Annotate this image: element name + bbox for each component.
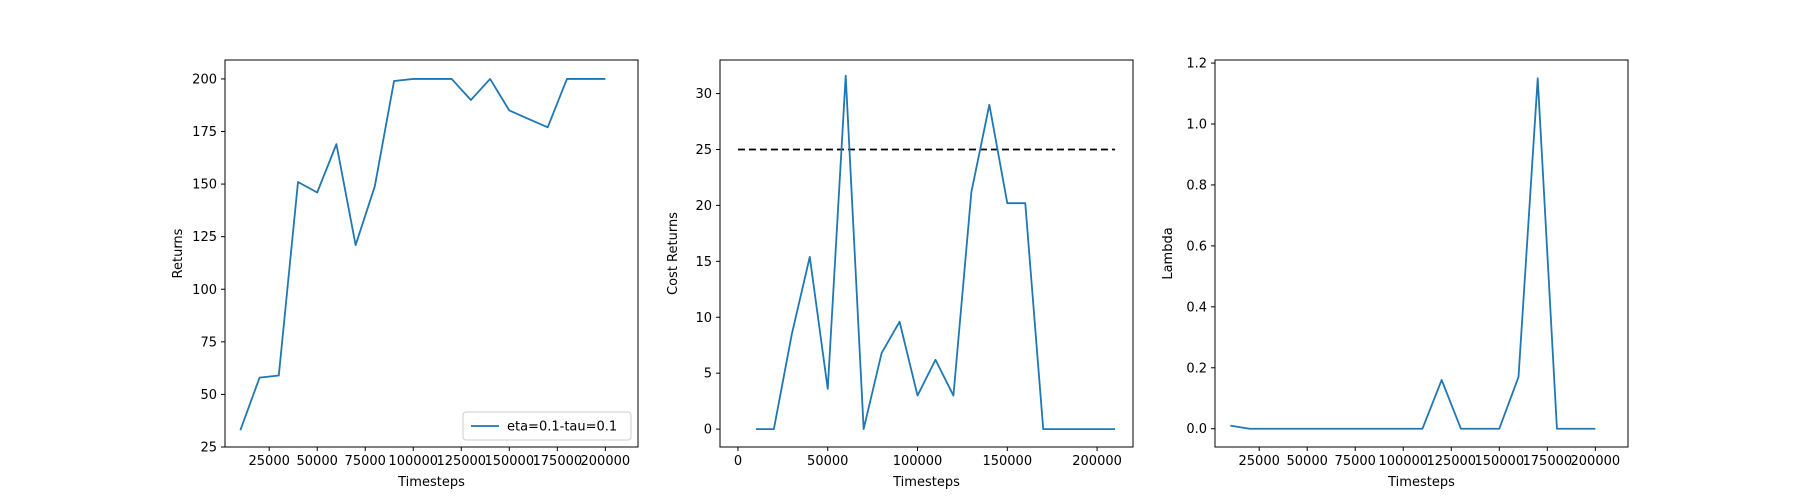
x-tick-label: 125000: [1426, 454, 1476, 469]
x-tick-label: 50000: [1287, 454, 1328, 469]
y-tick-label: 5: [704, 367, 712, 382]
x-tick-label: 75000: [1335, 454, 1376, 469]
y-tick-label: 100: [192, 283, 217, 298]
x-tick-label: 200000: [581, 454, 631, 469]
axes-frame: [224, 59, 639, 448]
y-axis-label: Cost Returns: [666, 212, 681, 295]
x-axis-label: Timesteps: [892, 475, 960, 490]
x-tick-label: 150000: [1474, 454, 1524, 469]
y-tick-label: 200: [192, 72, 217, 87]
axes-frame: [719, 59, 1134, 448]
series-line-cost-returns-0: [755, 74, 1116, 431]
y-tick-label: 75: [200, 335, 217, 350]
y-tick-label: 50: [200, 388, 217, 403]
legend: eta=0.1-tau=0.1: [462, 411, 632, 441]
y-tick-label: 0.4: [1186, 300, 1207, 315]
y-tick-label: 0.2: [1186, 361, 1207, 376]
legend-label: eta=0.1-tau=0.1: [507, 420, 617, 435]
y-tick-label: 1.0: [1186, 117, 1207, 132]
axes-frame: [1214, 59, 1629, 448]
x-tick-label: 200000: [1571, 454, 1621, 469]
x-tick-label: 100000: [893, 454, 943, 469]
x-tick-label: 100000: [388, 454, 438, 469]
x-tick-label: 100000: [1378, 454, 1428, 469]
y-tick-label: 1.2: [1186, 57, 1207, 72]
y-tick-label: 25: [695, 143, 712, 158]
x-axis-label: Timesteps: [1387, 475, 1455, 490]
y-tick-label: 125: [192, 230, 217, 245]
x-tick-label: 175000: [1523, 454, 1573, 469]
x-tick-label: 25000: [1239, 454, 1280, 469]
y-tick-label: 25: [200, 441, 217, 456]
x-tick-label: 25000: [249, 454, 290, 469]
x-tick-label: 50000: [297, 454, 338, 469]
y-tick-label: 10: [695, 311, 712, 326]
y-tick-label: 0.8: [1186, 178, 1207, 193]
y-tick-label: 175: [192, 125, 217, 140]
legend-box: [462, 411, 632, 441]
y-tick-label: 20: [695, 199, 712, 214]
chart-panel-returns: 25000 50000 75000 1000001250001500001750002…: [171, 59, 639, 490]
x-tick-label: 0: [734, 454, 742, 469]
series-line-returns-0: [239, 78, 606, 431]
y-tick-label: 0: [704, 423, 712, 438]
x-tick-label: 150000: [484, 454, 534, 469]
y-tick-label: 150: [192, 178, 217, 193]
y-tick-label: 30: [695, 87, 712, 102]
x-tick-label: 150000: [982, 454, 1032, 469]
x-tick-label: 75000: [345, 454, 386, 469]
x-tick-label: 50000: [807, 454, 848, 469]
x-tick-label: 175000: [533, 454, 583, 469]
y-axis-label: Lambda: [1161, 227, 1176, 279]
y-tick-label: 0.6: [1186, 239, 1207, 254]
y-tick-label: 15: [695, 255, 712, 270]
y-tick-label: 0.0: [1186, 422, 1207, 437]
y-axis-label: Returns: [171, 228, 186, 278]
x-tick-label: 200000: [1072, 454, 1122, 469]
series-line-lambda-0: [1230, 77, 1596, 430]
x-tick-label: 125000: [436, 454, 486, 469]
x-axis-label: Timesteps: [397, 475, 465, 490]
chart-panel-cost-returns: 0 50000 100000 150000 200000 0 5 10 15 20 25 30 Time…: [666, 59, 1134, 490]
chart-panel-lambda: 25000 50000 75000 1000001250001500001750002…: [1161, 57, 1629, 490]
